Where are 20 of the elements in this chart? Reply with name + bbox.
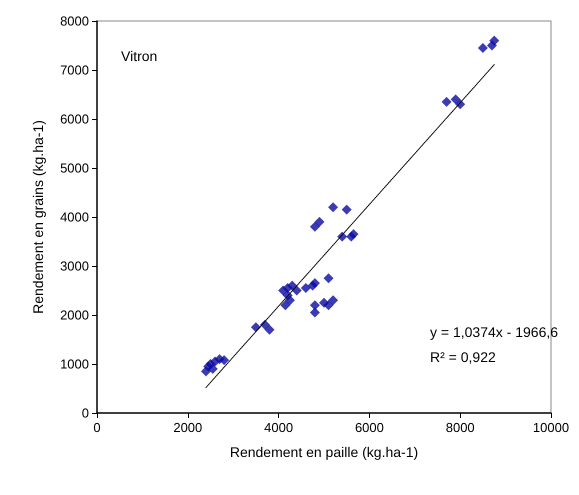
y-tick-label: 3000 [60,258,89,274]
y-tick-label: 5000 [60,160,89,176]
y-tick-label: 2000 [60,308,89,322]
annotation: R² = 0,922 [430,349,496,365]
y-tick-label: 7000 [60,62,89,78]
x-tick-label: 0 [93,420,101,435]
annotation: y = 1,0374x - 1966,6 [430,324,558,340]
x-tick-label: 6000 [354,420,384,435]
x-axis-title: Rendement en paille (kg.ha-1) [230,444,418,460]
y-tick-label: 1000 [60,356,89,372]
y-axis-title: Rendement en grains (kg.ha-1) [30,120,46,314]
annotation: Vitron [121,48,158,64]
y-tick-label: 4000 [60,210,89,224]
y-tick-label: 8000 [60,14,89,28]
y-tick-label: 0 [82,406,89,420]
x-tick-label: 2000 [173,420,202,435]
x-tick-label: 10000 [532,420,570,435]
x-tick-label: 8000 [446,420,475,435]
x-tick-label: 4000 [264,420,294,435]
y-tick-label: 6000 [60,112,89,126]
